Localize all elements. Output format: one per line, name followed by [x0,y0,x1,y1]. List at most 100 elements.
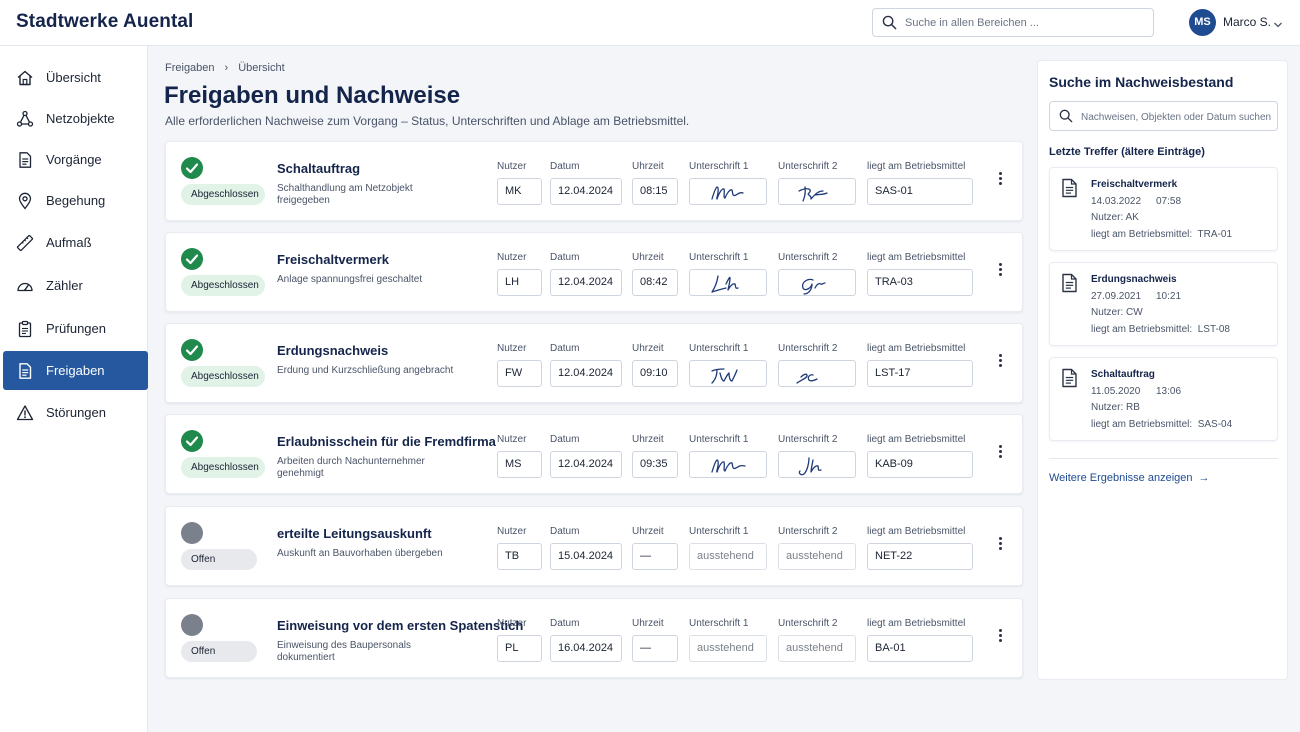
hit-location-label: liegt am Betriebsmittel: [1091,324,1193,335]
record-card[interactable]: Abgeschlossen Freischaltvermerk Anlage spa… [165,232,1023,312]
breadcrumb-root[interactable]: Freigaben [165,62,215,74]
sidebar-item-label: Prüfungen [46,321,106,336]
search-icon [1059,109,1073,128]
date-field[interactable]: 12.04.2024 [550,451,622,478]
sidebar-item-netzobjekte[interactable]: Netzobjekte [3,99,148,138]
sidebar-item-vorgaenge[interactable]: Vorgänge [3,140,148,179]
avatar[interactable]: MS [1189,9,1216,36]
record-card[interactable]: Abgeschlossen Erlaubnisschein für die Fre… [165,414,1023,494]
document-icon [1061,368,1078,393]
warning-icon [16,404,34,422]
record-card[interactable]: Offen erteilte Leitungsauskunft Auskunft a… [165,506,1023,586]
user-field[interactable]: MK [497,178,542,205]
record-title[interactable]: Einweisung vor dem ersten Spatenstich [277,618,524,633]
sidebar-item-pruefungen[interactable]: Prüfungen [3,309,148,348]
sig2-label: Unterschrift 2 [778,618,838,629]
time-field[interactable]: 09:10 [632,360,678,387]
signature-2-field[interactable] [778,451,856,478]
sidebar-item-uebersicht[interactable]: Übersicht [3,58,148,97]
hit-title: Erdungsnachweis [1091,274,1177,285]
recent-hit-card[interactable]: Erdungsnachweis 27.09.2021 10:21 Nutzer: CW… [1049,262,1278,346]
user-field[interactable]: PL [497,635,542,662]
sidebar-item-freigaben[interactable]: Freigaben [3,351,148,390]
sig2-field[interactable]: ausstehend [778,635,856,662]
date-field[interactable]: 15.04.2024 [550,543,622,570]
time-field[interactable]: 08:42 [632,269,678,296]
time-field[interactable]: — [632,543,678,570]
global-search[interactable] [872,8,1154,37]
signature-stroke [802,278,826,295]
pending-circle-icon [181,522,203,544]
location-field[interactable]: NET-22 [867,543,973,570]
user-name[interactable]: Marco S. [1223,15,1272,29]
location-field[interactable]: LST-17 [867,360,973,387]
signature-1-field[interactable] [689,269,767,296]
more-options-icon[interactable] [994,354,1006,372]
recent-hit-card[interactable]: Schaltauftrag 11.05.2020 13:06 Nutzer: RB li… [1049,357,1278,441]
date-field[interactable]: 12.04.2024 [550,269,622,296]
user-field[interactable]: FW [497,360,542,387]
location-pin-icon [16,192,34,210]
user-field[interactable]: LH [497,269,542,296]
user-menu[interactable]: MS Marco S. [1189,9,1289,37]
user-label: Nutzer [497,526,527,537]
time-field[interactable]: — [632,635,678,662]
record-title[interactable]: Schaltauftrag [277,161,361,176]
record-card[interactable]: Abgeschlossen Erdungsnachweis Erdung und K… [165,323,1023,403]
sidebar-item-label: Übersicht [46,70,101,85]
brand-logo[interactable]: Stadtwerke Auental [16,11,194,32]
signature-1-field[interactable] [689,178,767,205]
date-field[interactable]: 12.04.2024 [550,360,622,387]
signature-2-field[interactable] [778,360,856,387]
record-card[interactable]: Offen Einweisung vor dem ersten Spatensti… [165,598,1023,678]
signature-1-field[interactable] [689,360,767,387]
document-approved-icon [16,362,34,380]
recent-hit-card[interactable]: Freischaltvermerk 14.03.2022 07:58 Nutzer: … [1049,167,1278,251]
record-title[interactable]: erteilte Leitungsauskunft [277,526,432,541]
sidebar-item-label: Netzobjekte [46,111,115,126]
date-field[interactable]: 16.04.2024 [550,635,622,662]
location-field[interactable]: BA-01 [867,635,973,662]
sig1-field[interactable]: ausstehend [689,635,767,662]
time-label: Uhrzeit [632,161,664,172]
location-field[interactable]: TRA-03 [867,269,973,296]
more-options-icon[interactable] [994,445,1006,463]
time-field[interactable]: 09:35 [632,451,678,478]
date-field[interactable]: 12.04.2024 [550,178,622,205]
record-title[interactable]: Erlaubnisschein für die Fremdfirma [277,434,496,449]
record-card[interactable]: Abgeschlossen Schaltauftrag Schalthandlung… [165,141,1023,221]
record-title[interactable]: Freischaltvermerk [277,252,390,267]
sidebar-item-label: Vorgänge [46,152,102,167]
more-options-icon[interactable] [994,172,1006,190]
sidebar-item-stoerungen[interactable]: Störungen [3,393,148,432]
sidebar-item-zaehler[interactable]: Zähler [3,266,148,305]
chevron-down-icon[interactable] [1273,17,1283,35]
signature-stroke [798,186,828,202]
global-search-input[interactable] [905,14,1145,32]
signature-1-field[interactable] [689,451,767,478]
location-field[interactable]: SAS-01 [867,178,973,205]
user-label: Nutzer [497,618,527,629]
signature-2-field[interactable] [778,178,856,205]
location-field[interactable]: KAB-09 [867,451,973,478]
divider [1049,458,1278,459]
sig1-label: Unterschrift 1 [689,618,749,629]
archive-search[interactable] [1049,101,1278,131]
sidebar-item-begehung[interactable]: Begehung [3,181,148,220]
more-results-link[interactable]: Weitere Ergebnisse anzeigen → [1049,472,1210,484]
time-field[interactable]: 08:15 [632,178,678,205]
sidebar-item-aufmass[interactable]: Aufmaß [3,223,148,262]
document-icon [16,151,34,169]
network-icon [16,110,34,128]
more-options-icon[interactable] [994,629,1006,647]
user-field[interactable]: TB [497,543,542,570]
time-label: Uhrzeit [632,343,664,354]
sig2-field[interactable]: ausstehend [778,543,856,570]
more-options-icon[interactable] [994,537,1006,555]
signature-2-field[interactable] [778,269,856,296]
more-options-icon[interactable] [994,263,1006,281]
user-field[interactable]: MS [497,451,542,478]
sig1-field[interactable]: ausstehend [689,543,767,570]
record-title[interactable]: Erdungsnachweis [277,343,389,358]
archive-search-input[interactable] [1081,108,1273,126]
